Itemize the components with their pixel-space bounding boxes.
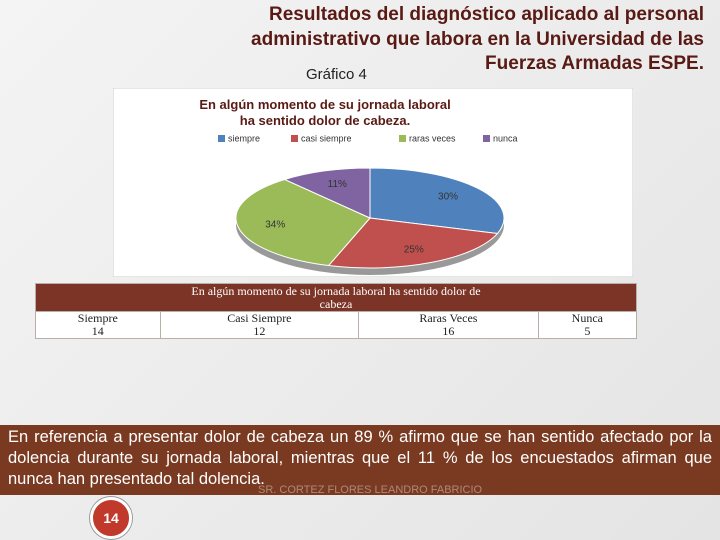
table-cell: Raras Veces 16	[358, 311, 539, 339]
pie-slice	[283, 167, 371, 219]
legend-swatch	[399, 135, 406, 142]
cell-label: Raras Veces	[419, 311, 478, 325]
chart-title: En algún momento de su jornada laboral ha…	[199, 97, 450, 128]
cell-value: 12	[253, 324, 266, 338]
table-cell: Siempre 14	[35, 311, 161, 339]
cell-value: 5	[584, 324, 591, 338]
table-cell: Nunca 5	[537, 311, 638, 339]
cell-value: 14	[91, 324, 104, 338]
slide-title: Fuerzas Armadas ESPE.	[485, 53, 704, 74]
table-cell: Casi Siempre 12	[159, 311, 360, 339]
legend-label: raras veces	[409, 133, 456, 143]
data-label: 25%	[404, 245, 424, 256]
cell-value: 16	[442, 324, 455, 338]
data-label: 30%	[438, 191, 458, 202]
cell-label: Siempre	[77, 311, 118, 325]
legend-swatch	[291, 135, 298, 142]
figure-label: Gráfico 4	[306, 66, 367, 83]
cell-label: Casi Siempre	[227, 311, 292, 325]
author: SR. CORTEZ FLORES LEANDRO FABRICIO	[258, 484, 483, 496]
data-table: En algún momento de su jornada laboral h…	[35, 283, 638, 339]
legend-swatch	[218, 135, 225, 142]
pie-slice	[235, 178, 371, 267]
legend-label: siempre	[228, 133, 260, 143]
table-header: En algún momento de su jornada laboral h…	[35, 283, 637, 312]
chart: En algún momento de su jornada laboral ha…	[113, 88, 633, 277]
table-header-text: En algún momento de su jornada laboral h…	[191, 283, 481, 311]
data-label: 11%	[328, 179, 347, 190]
data-label: 34%	[265, 219, 285, 230]
page-number: 14	[90, 497, 132, 539]
summary-text: En referencia a presentar dolor de cabez…	[0, 425, 720, 495]
legend-label: nunca	[493, 133, 518, 143]
cell-label: Nunca	[571, 311, 603, 325]
pie-slice	[327, 217, 499, 269]
slide-title: administrativo que labora en la Universi…	[251, 29, 704, 50]
legend-label: casi siempre	[301, 133, 352, 143]
legend-swatch	[483, 135, 490, 142]
pie-slice	[369, 167, 505, 234]
slide-title: Resultados del diagnóstico aplicado al p…	[269, 4, 704, 25]
